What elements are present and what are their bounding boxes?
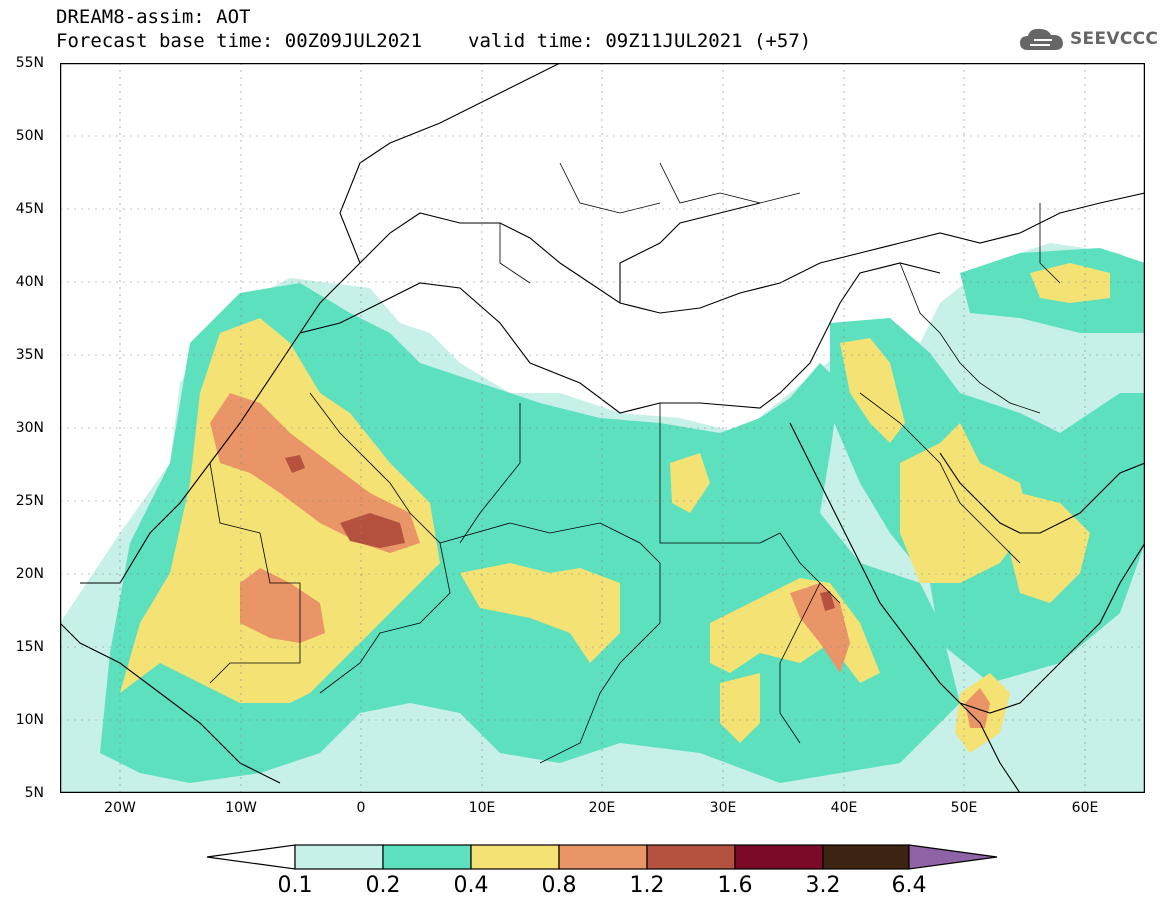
aot-map bbox=[60, 63, 1145, 793]
lat-label: 40N bbox=[15, 274, 44, 290]
colorbar-segment bbox=[646, 844, 736, 870]
map-title: DREAM8-assim: AOT bbox=[56, 6, 251, 28]
colorbar-segment bbox=[822, 844, 910, 870]
colorbar-segment bbox=[382, 844, 472, 870]
colorbar-label: 0.4 bbox=[453, 873, 489, 898]
lon-label: 30E bbox=[709, 800, 737, 816]
logo-text: SEEVCCC bbox=[1070, 29, 1159, 49]
lon-label: 40E bbox=[830, 800, 858, 816]
aot-contour-1-2 bbox=[285, 455, 835, 611]
aot-contour-0-4 bbox=[120, 263, 1110, 753]
lat-label: 45N bbox=[15, 201, 44, 217]
colorbar-label: 0.2 bbox=[365, 873, 401, 898]
colorbar-label: 1.6 bbox=[717, 873, 753, 898]
lat-label: 15N bbox=[15, 639, 44, 655]
lon-label: 60E bbox=[1071, 800, 1099, 816]
lat-label: 55N bbox=[15, 55, 44, 71]
lat-label: 5N bbox=[24, 785, 44, 801]
coastlines bbox=[60, 63, 1145, 793]
colorbar-segment bbox=[558, 844, 648, 870]
aot-contour-0-8 bbox=[210, 393, 990, 728]
cloud-icon bbox=[1020, 28, 1063, 50]
colorbar-segment bbox=[294, 844, 384, 870]
colorbar-segment bbox=[734, 844, 824, 870]
lat-label: 30N bbox=[15, 420, 44, 436]
lon-label: 10E bbox=[468, 800, 496, 816]
colorbar-label: 6.4 bbox=[891, 873, 927, 898]
lon-label: 0 bbox=[356, 800, 366, 816]
colorbar-label: 0.1 bbox=[277, 873, 313, 898]
lat-label: 25N bbox=[15, 493, 44, 509]
lat-label: 20N bbox=[15, 566, 44, 582]
colorbar bbox=[206, 844, 998, 870]
forecast-times: Forecast base time: 00Z09JUL2021 valid ti… bbox=[56, 30, 811, 52]
lon-label: 20E bbox=[588, 800, 616, 816]
map-frame bbox=[60, 63, 1145, 793]
lon-label: 10W bbox=[225, 800, 257, 816]
lat-label: 10N bbox=[15, 712, 44, 728]
colorbar-label: 3.2 bbox=[805, 873, 841, 898]
colorbar-label: 1.2 bbox=[629, 873, 665, 898]
valid-time: valid time: 09Z11JUL2021 (+57) bbox=[468, 30, 812, 52]
forecast-base-time: Forecast base time: 00Z09JUL2021 bbox=[56, 30, 423, 52]
seevccc-logo: SEEVCCC bbox=[1018, 26, 1158, 52]
lon-label: 50E bbox=[950, 800, 978, 816]
colorbar-segment-over bbox=[908, 844, 998, 870]
colorbar-segment-under bbox=[206, 844, 296, 870]
lat-label: 50N bbox=[15, 128, 44, 144]
political-borders bbox=[209, 162, 1061, 764]
colorbar-segment bbox=[470, 844, 560, 870]
lat-label: 35N bbox=[15, 347, 44, 363]
lat-lon-grid bbox=[60, 63, 1145, 793]
colorbar-label: 0.8 bbox=[541, 873, 577, 898]
lon-label: 20W bbox=[104, 800, 136, 816]
